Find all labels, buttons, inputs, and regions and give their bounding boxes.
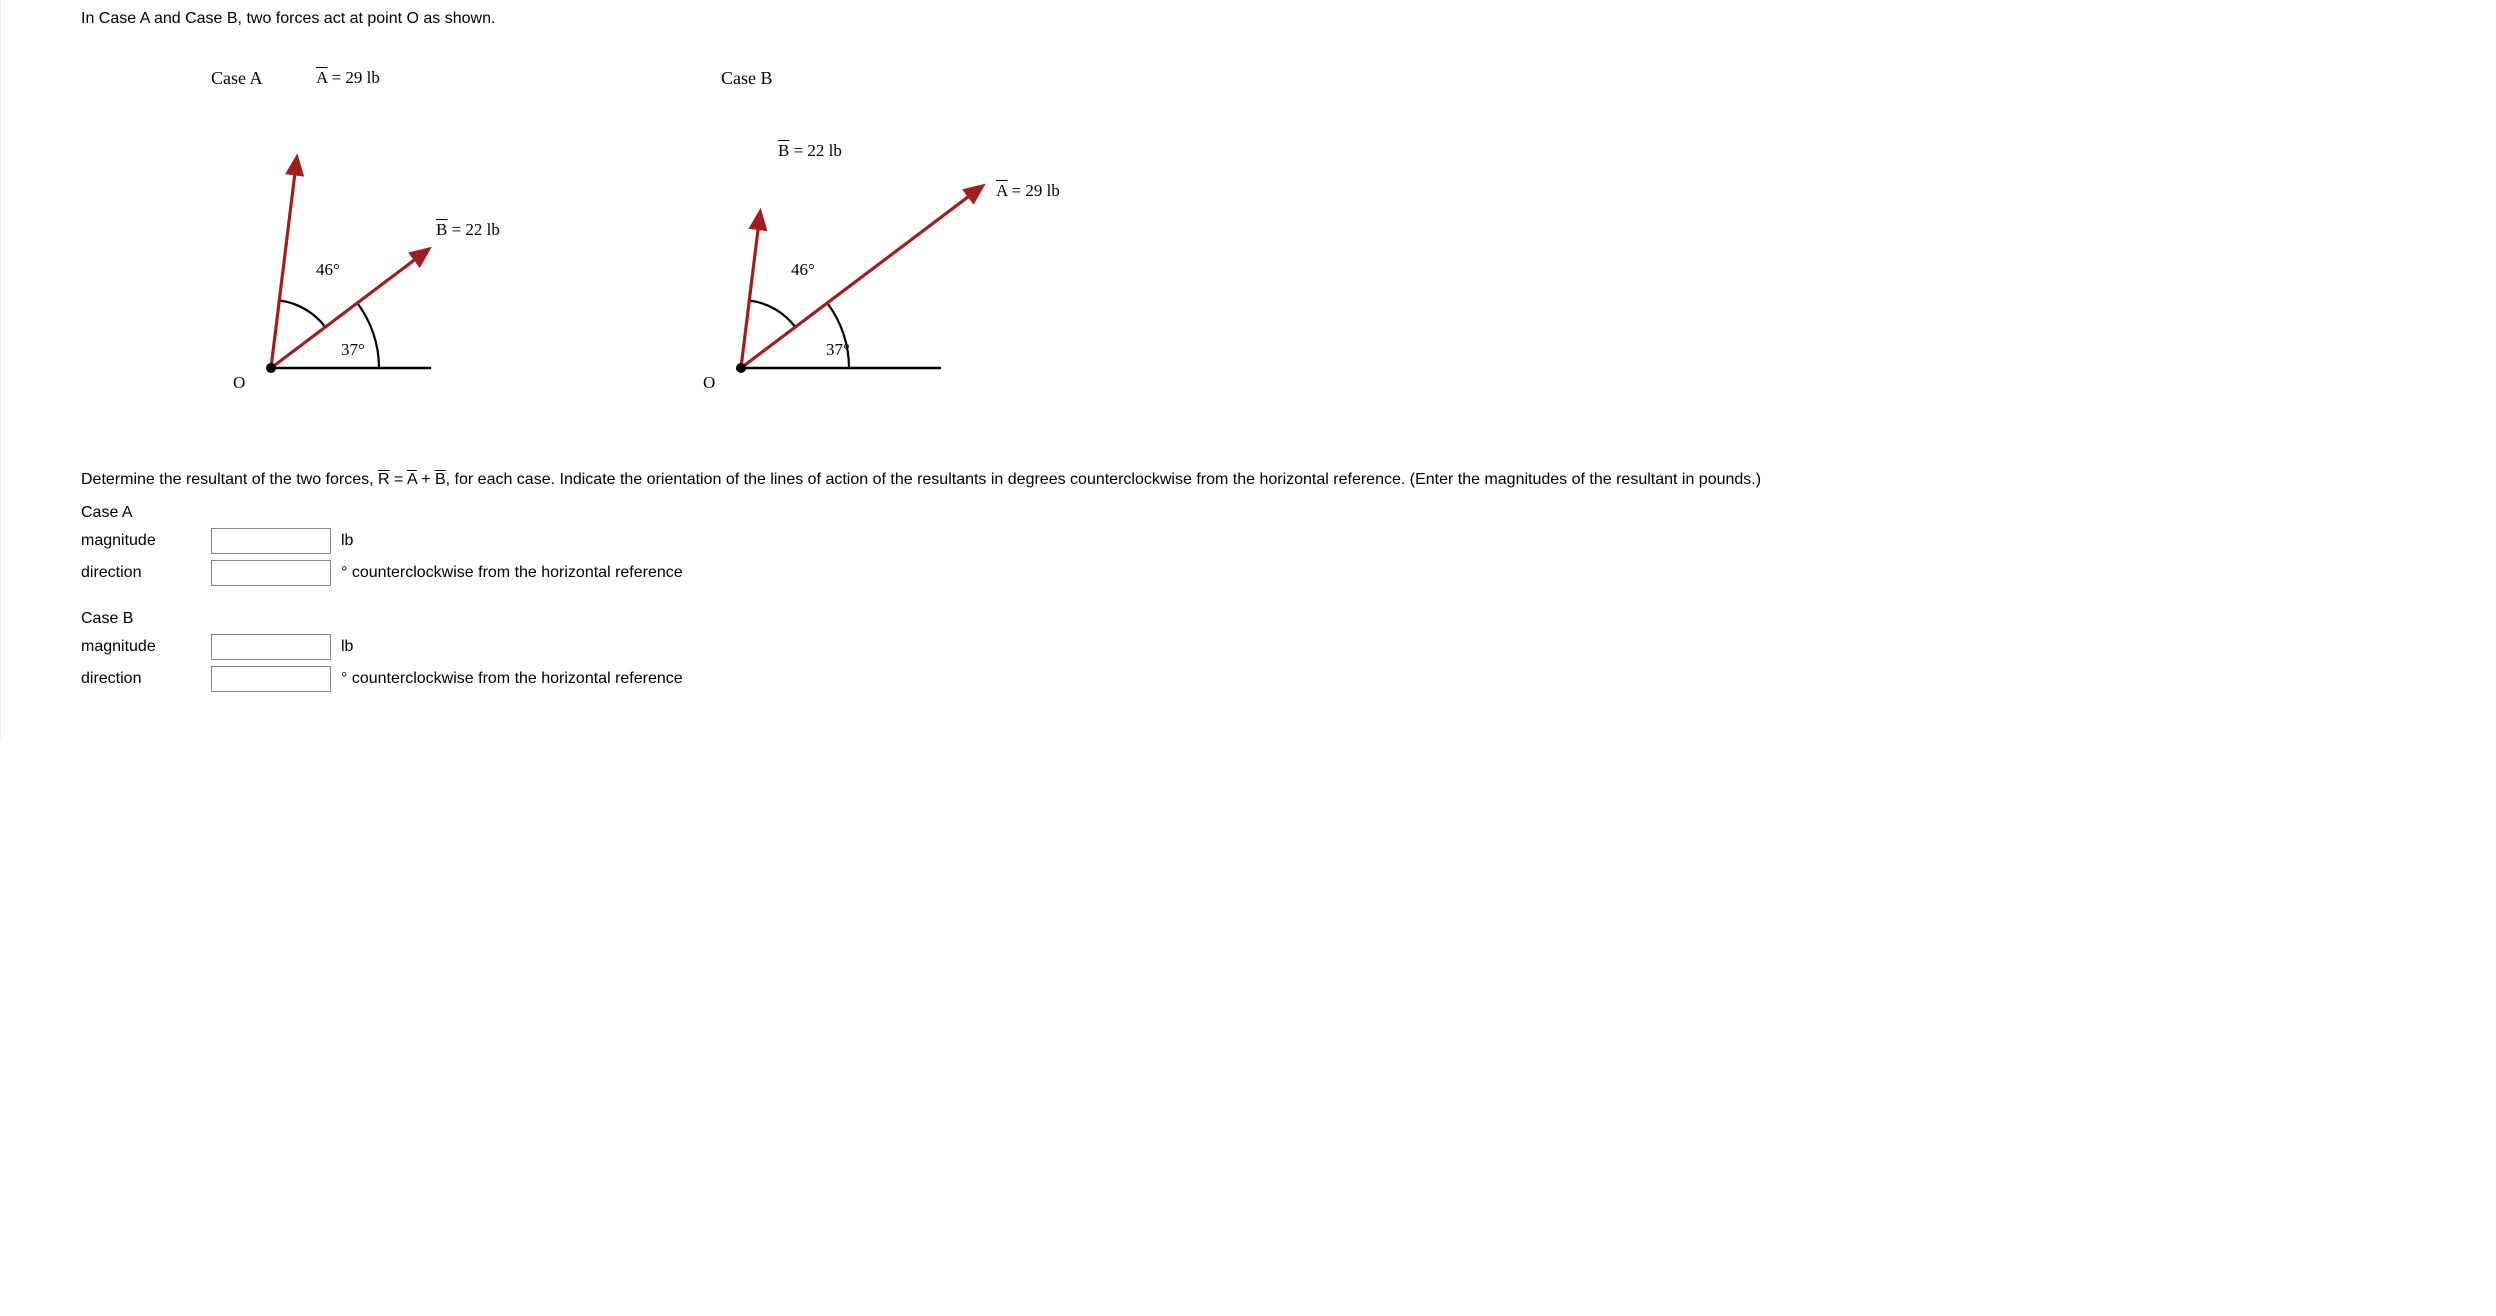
diagrams-container: Case A A = 29 lb B = 22 lb 46° 37° O xyxy=(201,68,1781,408)
case-b-magnitude-label: magnitude xyxy=(81,638,211,656)
case-b-angle-between: 46° xyxy=(791,260,815,280)
case-b-vec-a-label: A = 29 lb xyxy=(996,181,1060,201)
case-a-angle-between: 46° xyxy=(316,260,340,280)
case-b-magnitude-unit: lb xyxy=(341,638,353,656)
case-a-direction-label: direction xyxy=(81,564,211,582)
case-a-svg xyxy=(201,68,561,408)
case-a-direction-unit: ° counterclockwise from the horizontal r… xyxy=(341,564,683,582)
intro-text: In Case A and Case B, two forces act at … xyxy=(81,10,1781,28)
case-a-angle-lower: 37° xyxy=(341,340,365,360)
case-a-diagram: Case A A = 29 lb B = 22 lb 46° 37° O xyxy=(201,68,561,408)
case-b-svg xyxy=(681,68,1101,408)
case-a-origin-label: O xyxy=(233,373,245,393)
case-b-direction-label: direction xyxy=(81,670,211,688)
case-b-origin-label: O xyxy=(703,373,715,393)
case-b-diagram: Case B B = 22 lb A = 29 lb 46° 37° O xyxy=(681,68,1101,408)
case-b-magnitude-input[interactable] xyxy=(211,634,331,660)
case-a-title: Case A xyxy=(211,68,263,89)
case-b-vec-b-label: B = 22 lb xyxy=(778,141,842,161)
case-a-direction-input[interactable] xyxy=(211,560,331,586)
case-a-vec-a-label: A = 29 lb xyxy=(316,68,380,88)
case-b-direction-input[interactable] xyxy=(211,666,331,692)
case-a-magnitude-unit: lb xyxy=(341,532,353,550)
case-a-magnitude-input[interactable] xyxy=(211,528,331,554)
question-text: Determine the resultant of the two force… xyxy=(81,468,1781,492)
case-b-heading: Case B xyxy=(81,610,1781,628)
case-b-angle-lower: 37° xyxy=(826,340,850,360)
case-b-direction-unit: ° counterclockwise from the horizontal r… xyxy=(341,670,683,688)
case-a-vec-b-label: B = 22 lb xyxy=(436,220,500,240)
case-a-magnitude-label: magnitude xyxy=(81,532,211,550)
case-b-title: Case B xyxy=(721,68,773,89)
case-a-heading: Case A xyxy=(81,504,1781,522)
